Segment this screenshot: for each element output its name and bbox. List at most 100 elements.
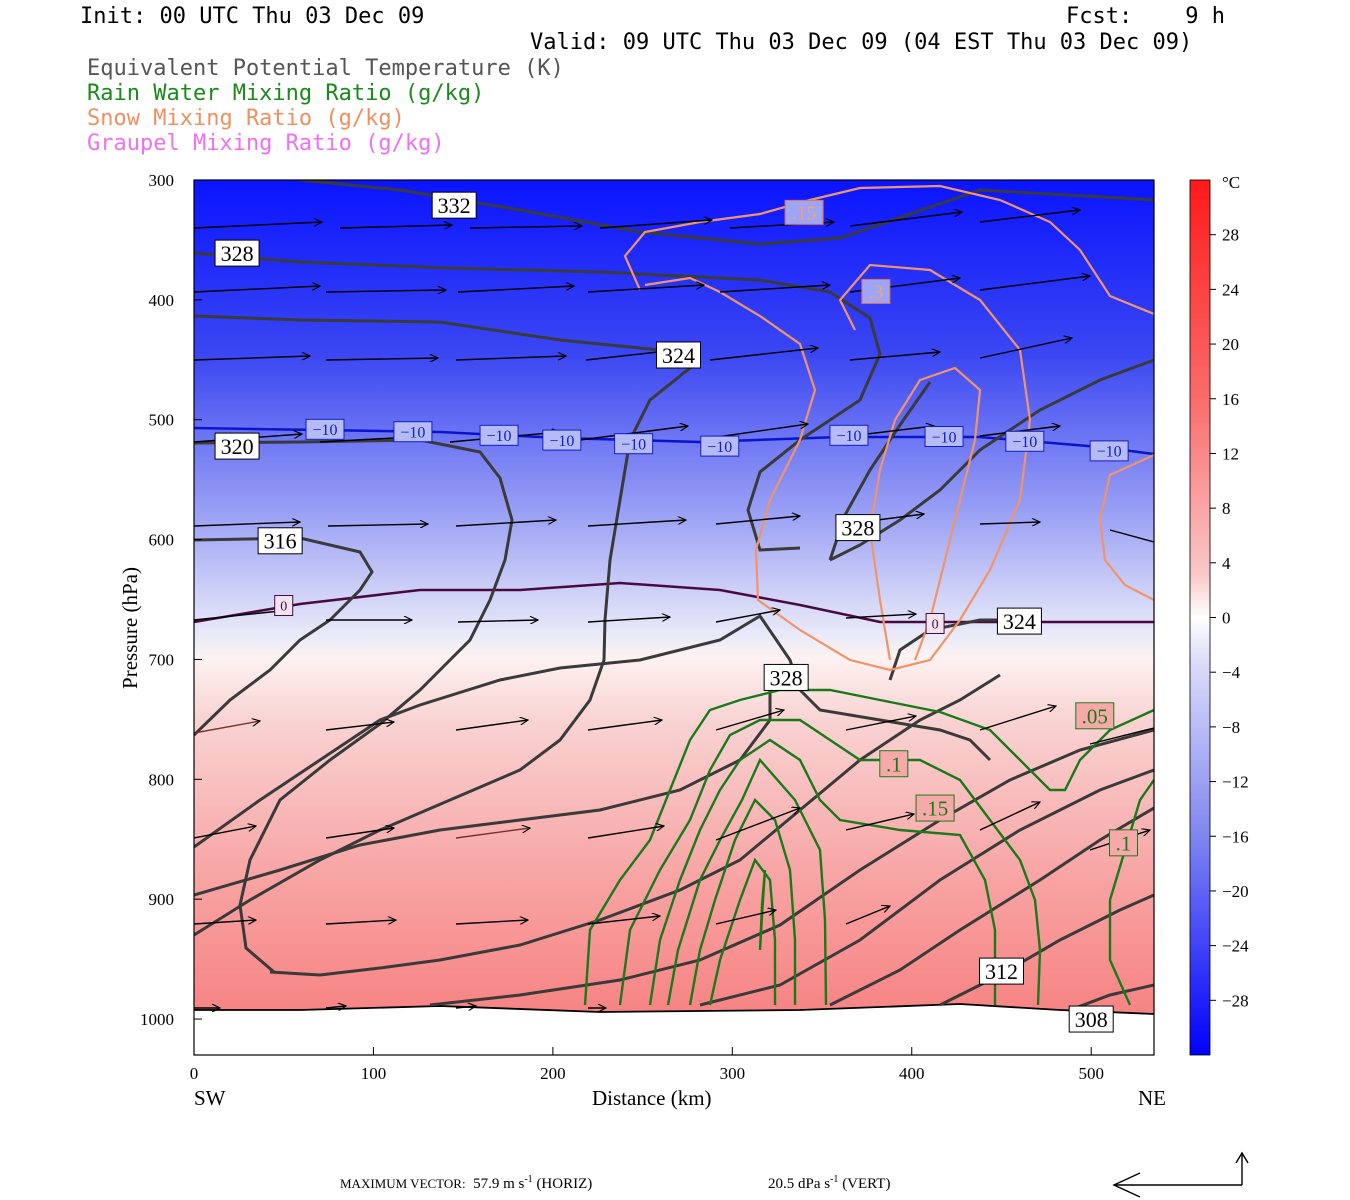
colorbar-tick-label: −12 (1222, 773, 1249, 792)
theta-e-label: 328 (841, 516, 874, 541)
x-tick-label: 400 (899, 1064, 925, 1083)
snow-label-box (861, 278, 891, 304)
max-vertical-vector: 20.5 dPa s (768, 1176, 831, 1192)
ground-mask (194, 1004, 1154, 1055)
theta-e-label-box (835, 514, 881, 542)
colorbar-tick-label: −8 (1222, 718, 1240, 737)
init-time: Init: 00 UTC Thu 03 Dec 09 (80, 4, 425, 29)
theta-e-label-box (431, 191, 477, 219)
theta-e-label: 328 (770, 665, 803, 690)
isotherm-label-box (924, 426, 964, 448)
minus10-isotherm (194, 426, 1154, 456)
reference-horizontal-arrowhead (1112, 1172, 1141, 1198)
theta-e-label: 308 (1075, 1007, 1108, 1032)
theta-e-label-box (655, 341, 701, 369)
y-tick-label: 700 (149, 650, 175, 669)
x-tick-label: 0 (190, 1064, 199, 1083)
colorbar-tick-label: −28 (1222, 991, 1249, 1010)
colorbar-tick-label: 8 (1222, 499, 1231, 518)
theta-e-label-box (763, 663, 809, 691)
forecast-hour: Fcst: 9 h (1066, 4, 1225, 29)
vertical-suffix: (VERT) (842, 1176, 891, 1192)
x-tick-label: 100 (361, 1064, 387, 1083)
colorbar-tick-label: 0 (1222, 609, 1231, 628)
isotherm-label-box (274, 595, 294, 617)
theta-e-contours (194, 180, 1154, 1012)
isotherm-label: 0 (932, 618, 939, 633)
horizontal-suffix: (HORIZ) (536, 1176, 593, 1192)
isotherm-label-box (305, 418, 345, 440)
field-legend-snow: Snow Mixing Ratio (g/kg) (87, 106, 405, 131)
isotherm-label-box (925, 612, 945, 634)
isotherm-label-box (1005, 430, 1045, 452)
rain-label: .15 (922, 797, 948, 821)
theta-e-label-box (257, 527, 303, 555)
theta-e-label: 328 (221, 241, 254, 266)
theta-e-label: 316 (264, 529, 297, 554)
isotherm-label: −10 (932, 429, 957, 446)
isotherm-label: −10 (836, 428, 861, 445)
vertical-unit-exponent: -1 (830, 1174, 839, 1185)
colorbar-tick-label: −16 (1222, 827, 1249, 846)
theta-e-label: 324 (1003, 609, 1036, 634)
theta-e-label-box (214, 432, 260, 460)
theta-e-label: 324 (662, 343, 695, 368)
x-axis-left-end: SW (194, 1086, 226, 1110)
rain-label: .1 (886, 752, 902, 776)
surface-line (194, 1003, 1154, 1015)
plot-frame (193, 179, 1155, 1056)
rain-label-box (1108, 829, 1138, 857)
max-horizontal-vector: 57.9 m s (473, 1176, 525, 1192)
isotherm-label-box (614, 433, 654, 455)
rain-label-box (915, 794, 955, 822)
theta-e-label: 312 (985, 959, 1018, 984)
x-tick-label: 300 (720, 1064, 746, 1083)
y-tick-label: 400 (149, 291, 175, 310)
max-vector-caption: MAXIMUM VECTOR: 57.9 m s-1 (HORIZ) (340, 1174, 592, 1193)
max-vertical-caption: 20.5 dPa s-1 (VERT) (768, 1174, 890, 1193)
isotherm-label: 0 (280, 600, 287, 615)
zero-isotherm (194, 581, 1154, 624)
colorbar-tick-label: −20 (1222, 882, 1249, 901)
snow-label-box (784, 199, 824, 225)
y-tick-label: 900 (149, 890, 175, 909)
isotherm-label-box (829, 424, 869, 446)
isotherm-label: −10 (487, 428, 512, 445)
y-tick-label: 1000 (140, 1010, 174, 1029)
colorbar-tick-label: 12 (1222, 444, 1239, 463)
valid-time: Valid: 09 UTC Thu 03 Dec 09 (04 EST Thu … (530, 30, 1193, 55)
y-axis-title: Pressure (hPa) (118, 567, 142, 689)
isotherm-label-box (1089, 440, 1129, 462)
y-tick-label: 500 (149, 411, 175, 430)
rain-label: .1 (1116, 831, 1132, 855)
colorbar-tick-label: 28 (1222, 226, 1239, 245)
isotherm-label: −10 (1012, 434, 1037, 451)
y-tick-label: 300 (149, 171, 175, 190)
theta-e-label-box (978, 957, 1024, 985)
isotherm-label: −10 (1097, 444, 1122, 461)
isotherm-label-box (479, 424, 519, 446)
theta-e-label-box (1068, 1005, 1114, 1033)
field-legend-thetae: Equivalent Potential Temperature (K) (87, 56, 564, 81)
colorbar-tick-label: 4 (1222, 554, 1231, 573)
rain-label-box (879, 750, 909, 778)
y-tick-label: 600 (149, 531, 175, 550)
isotherm-label-box (700, 435, 740, 457)
x-axis-right-end: NE (1138, 1086, 1166, 1110)
field-legend-graupel: Graupel Mixing Ratio (g/kg) (87, 131, 445, 156)
theta-e-label-box (214, 239, 260, 267)
x-axis-title: Distance (km) (592, 1086, 712, 1110)
snow-label: .3 (868, 282, 883, 304)
field-legend-rain: Rain Water Mixing Ratio (g/kg) (87, 81, 485, 106)
reference-vertical-arrowhead (1235, 1151, 1249, 1164)
x-tick-label: 200 (540, 1064, 566, 1083)
isotherm-label: −10 (400, 424, 425, 441)
isotherm-label: −10 (707, 439, 732, 456)
colorbar-tick-label: 24 (1222, 280, 1240, 299)
rain-label-box (1075, 702, 1115, 730)
max-vector-label: MAXIMUM VECTOR: (340, 1176, 466, 1191)
colorbar (1189, 179, 1211, 1056)
rain-label: .05 (1082, 704, 1108, 728)
theta-e-label: 320 (221, 434, 254, 459)
rain-contours (583, 688, 1154, 1006)
